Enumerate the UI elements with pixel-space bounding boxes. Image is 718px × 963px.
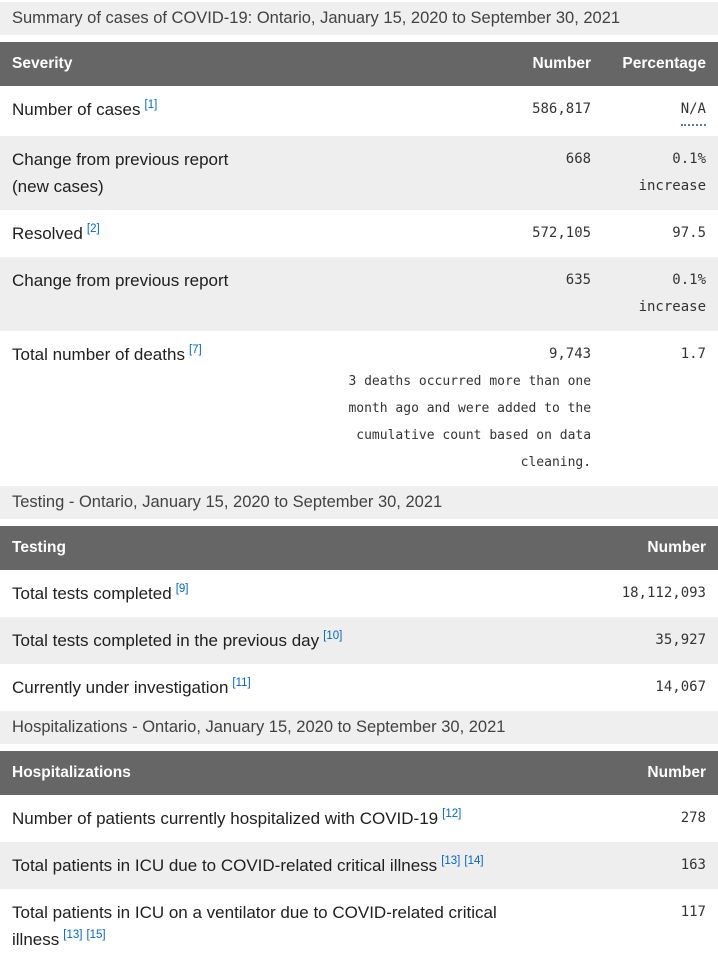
table-row-change-previous-report: Change from previous report 635 0.1% inc… — [0, 257, 718, 331]
row-label-continued: illness — [12, 930, 59, 949]
table-row-total-tests: Total tests completed [9] 18,112,093 — [0, 570, 718, 617]
percentage-cell: 97.5 — [603, 210, 718, 257]
number-cell: 35,927 — [539, 617, 718, 664]
table-row-number-of-cases: Number of cases [1] 586,817 N/A — [0, 86, 718, 136]
severity-cell: Number of cases [1] — [0, 86, 273, 136]
number-cell: 278 — [539, 795, 718, 842]
hospitalizations-cell: Total patients in ICU due to COVID-relat… — [0, 842, 539, 889]
hospitalizations-table: Hospitalizations Number Number of patien… — [0, 751, 718, 963]
number-cell: 635 — [273, 257, 603, 331]
footnote-link[interactable]: [11] — [232, 677, 250, 689]
number-cell: 117 — [539, 889, 718, 963]
table-row-under-investigation: Currently under investigation [11] 14,067 — [0, 664, 718, 711]
severity-cell: Change from previous report — [0, 257, 273, 331]
percentage-cell: N/A — [603, 86, 718, 136]
severity-cell: Total number of deaths [7] — [0, 331, 273, 486]
column-header-percentage: Percentage — [603, 42, 718, 86]
column-header-number: Number — [539, 751, 718, 795]
row-label: Change from previous report — [12, 150, 228, 169]
testing-cell: Total tests completed in the previous da… — [0, 617, 539, 664]
row-label: Total number of deaths — [12, 345, 185, 364]
severity-cell: Resolved [2] — [0, 210, 273, 257]
testing-header-row: Testing Number — [0, 526, 718, 570]
number-cell: 14,067 — [539, 664, 718, 711]
percentage-cell: 1.7 — [603, 331, 718, 486]
percentage-cell: 0.1% increase — [603, 136, 718, 210]
row-label: Resolved — [12, 224, 83, 243]
table-row-total-deaths: Total number of deaths [7] 9,743 3 deaths… — [0, 331, 718, 486]
hospitalizations-cell: Number of patients currently hospitalize… — [0, 795, 539, 842]
row-label: Currently under investigation — [12, 678, 228, 697]
footnote-link[interactable]: [14] — [464, 855, 483, 867]
row-label-line2: illness [13] [15] — [12, 926, 527, 953]
table-row-icu: Total patients in ICU due to COVID-relat… — [0, 842, 718, 889]
table-row-currently-hospitalized: Number of patients currently hospitalize… — [0, 795, 718, 842]
percentage-value: 0.1% increase — [615, 146, 706, 200]
table-row-tests-previous-day: Total tests completed in the previous da… — [0, 617, 718, 664]
footnote-link[interactable]: [9] — [176, 583, 189, 595]
column-header-severity: Severity — [0, 42, 273, 86]
column-header-hospitalizations: Hospitalizations — [0, 751, 539, 795]
row-label: Change from previous report — [12, 271, 228, 290]
footnote-link[interactable]: [13] — [63, 929, 82, 941]
hospitalizations-header-row: Hospitalizations Number — [0, 751, 718, 795]
percentage-value: 1.7 — [681, 341, 706, 368]
number-cell: 163 — [539, 842, 718, 889]
row-label: Total patients in ICU due to COVID-relat… — [12, 856, 437, 875]
row-label: Total tests completed in the previous da… — [12, 631, 319, 650]
summary-table-caption: Summary of cases of COVID-19: Ontario, J… — [0, 2, 718, 35]
percentage-cell: 0.1% increase — [603, 257, 718, 331]
testing-cell: Currently under investigation [11] — [0, 664, 539, 711]
percentage-value: 0.1% increase — [615, 267, 706, 321]
row-label: Total tests completed — [12, 584, 172, 603]
summary-of-cases-section: Summary of cases of COVID-19: Ontario, J… — [0, 2, 718, 486]
table-row-icu-ventilator: Total patients in ICU on a ventilator du… — [0, 889, 718, 963]
number-cell: 572,105 — [273, 210, 603, 257]
column-header-number: Number — [273, 42, 603, 86]
summary-table: Severity Number Percentage Number of cas… — [0, 42, 718, 486]
number-cell: 18,112,093 — [539, 570, 718, 617]
severity-cell: Change from previous report (new cases) — [0, 136, 273, 210]
testing-table: Testing Number Total tests completed [9] … — [0, 526, 718, 711]
table-row-change-new-cases: Change from previous report (new cases) … — [0, 136, 718, 210]
percentage-value: 97.5 — [672, 220, 706, 247]
row-label: Number of cases — [12, 100, 141, 119]
hospitalizations-table-caption: Hospitalizations - Ontario, January 15, … — [0, 711, 718, 744]
summary-header-row: Severity Number Percentage — [0, 42, 718, 86]
row-label: Total patients in ICU on a ventilator du… — [12, 903, 497, 922]
row-label: Number of patients currently hospitalize… — [12, 809, 438, 828]
testing-section: Testing - Ontario, January 15, 2020 to S… — [0, 486, 718, 711]
na-tooltip-term[interactable]: N/A — [681, 96, 706, 126]
hospitalizations-cell: Total patients in ICU on a ventilator du… — [0, 889, 539, 963]
row-label-line2: (new cases) — [12, 173, 261, 200]
number-cell: 9,743 3 deaths occurred more than one mo… — [273, 331, 603, 486]
footnote-link[interactable]: [7] — [189, 344, 202, 356]
number-value: 9,743 — [549, 346, 591, 362]
number-cell: 586,817 — [273, 86, 603, 136]
footnote-link[interactable]: [12] — [442, 808, 461, 820]
column-header-number: Number — [539, 526, 718, 570]
footnote-link[interactable]: [15] — [86, 929, 105, 941]
deaths-data-note: 3 deaths occurred more than one month ag… — [326, 368, 591, 476]
table-row-resolved: Resolved [2] 572,105 97.5 — [0, 210, 718, 257]
footnote-link[interactable]: [10] — [323, 630, 342, 642]
column-header-testing: Testing — [0, 526, 539, 570]
testing-table-caption: Testing - Ontario, January 15, 2020 to S… — [0, 486, 718, 519]
testing-cell: Total tests completed [9] — [0, 570, 539, 617]
hospitalizations-section: Hospitalizations - Ontario, January 15, … — [0, 711, 718, 963]
footnote-link[interactable]: [1] — [145, 99, 158, 111]
footnote-link[interactable]: [2] — [87, 223, 100, 235]
footnote-link[interactable]: [13] — [441, 855, 460, 867]
number-cell: 668 — [273, 136, 603, 210]
